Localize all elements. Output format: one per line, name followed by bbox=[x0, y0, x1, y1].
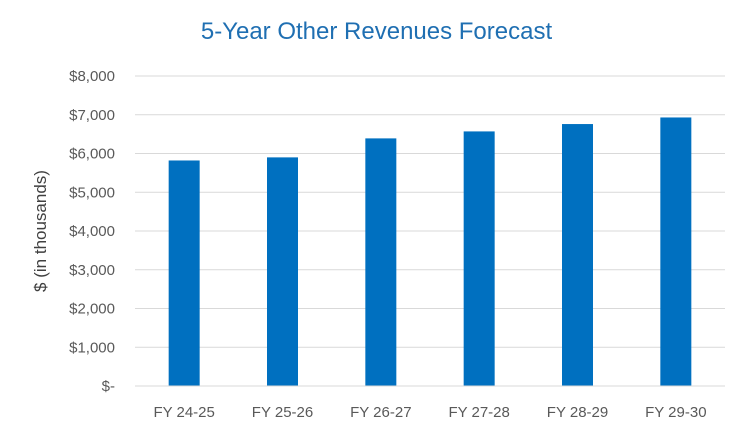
y-tick-label: $3,000 bbox=[69, 262, 115, 279]
y-tick-label: $6,000 bbox=[69, 146, 115, 163]
y-tick-label: $2,000 bbox=[69, 301, 115, 318]
x-tick-label: FY 25-26 bbox=[252, 404, 313, 421]
bar-fy-25-26 bbox=[267, 157, 298, 386]
bar-fy-29-30 bbox=[660, 117, 692, 387]
y-tick-label: $8,000 bbox=[69, 68, 115, 85]
x-tick-label: FY 27-28 bbox=[448, 404, 509, 421]
y-tick-label: $- bbox=[102, 378, 115, 395]
y-tick-label: $1,000 bbox=[69, 339, 115, 356]
x-tick-label: FY 24-25 bbox=[153, 404, 214, 421]
bar-fy-28-29 bbox=[562, 124, 593, 387]
x-tick-label: FY 28-29 bbox=[547, 404, 608, 421]
x-tick-label: FY 26-27 bbox=[350, 404, 411, 421]
gridlines bbox=[135, 75, 725, 348]
y-tick-label: $7,000 bbox=[69, 107, 115, 124]
y-axis-title: $ (in thousands) bbox=[31, 170, 50, 292]
x-axis-ticks: FY 24-25 FY 25-26 FY 26-27 FY 27-28 FY 28-29… bbox=[153, 404, 706, 421]
bar-fy-26-27 bbox=[365, 138, 397, 386]
bar-fy-24-25 bbox=[168, 160, 200, 386]
x-tick-label: FY 29-30 bbox=[645, 404, 706, 421]
bars bbox=[168, 117, 692, 387]
chart-title: 5-Year Other Revenues Forecast bbox=[200, 18, 553, 45]
bar-fy-27-28 bbox=[463, 131, 495, 386]
y-axis-ticks: $- $1,000 $2,000 $3,000 $4,000 $5,000 $6,000 $7… bbox=[69, 68, 115, 395]
y-tick-label: $5,000 bbox=[69, 184, 115, 201]
y-tick-label: $4,000 bbox=[69, 223, 115, 240]
